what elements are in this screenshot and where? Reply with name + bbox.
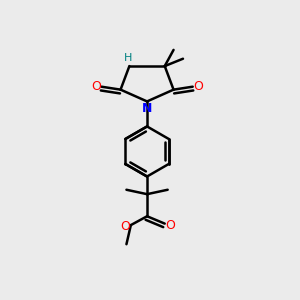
Text: O: O bbox=[166, 219, 176, 232]
Text: O: O bbox=[120, 220, 130, 233]
Text: H: H bbox=[124, 53, 132, 63]
Text: O: O bbox=[91, 80, 101, 93]
Text: O: O bbox=[193, 80, 203, 93]
Text: N: N bbox=[142, 102, 152, 115]
